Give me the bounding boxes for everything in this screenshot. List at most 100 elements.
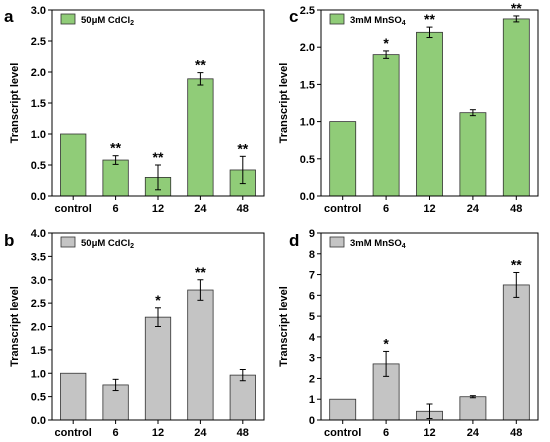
y-tick-label: 2 <box>309 373 315 385</box>
x-tick-label: 6 <box>383 203 389 215</box>
legend-subscript: 4 <box>402 243 406 250</box>
significance-marker: ** <box>237 140 248 156</box>
y-tick-label: 1.0 <box>300 117 315 129</box>
bar <box>459 112 487 197</box>
y-tick-label: 2.0 <box>31 322 46 334</box>
panel-letter: b <box>4 231 14 250</box>
y-tick-label: 1.5 <box>300 79 315 91</box>
bar <box>329 121 357 197</box>
plot-frame <box>320 9 539 197</box>
legend-swatch <box>60 13 76 25</box>
chart-panel-b: b Transcript level 0.0 0.5 1.0 1.5 2.0 2.5 3.0 3.… <box>4 228 265 439</box>
x-tick-label: 6 <box>113 427 119 439</box>
x-tick-label: 48 <box>510 203 522 215</box>
y-tick-label: 3 <box>309 353 315 365</box>
x-tick-label: control <box>324 427 361 439</box>
y-tick-label: 1.5 <box>31 345 46 357</box>
y-tick-label: 0.5 <box>31 160 46 172</box>
y-tick-label: 5 <box>309 311 315 323</box>
x-tick-label: 24 <box>194 203 207 215</box>
y-tick-label: 8 <box>309 249 315 261</box>
y-tick-label: 0.0 <box>31 191 46 203</box>
y-tick-label: 2.0 <box>300 42 315 54</box>
y-axis-label: Transcript level <box>9 286 21 367</box>
significance-marker: ** <box>195 264 206 280</box>
x-tick-label: 6 <box>383 427 389 439</box>
x-tick-label: 12 <box>152 427 164 439</box>
x-tick-label: 48 <box>237 427 249 439</box>
plot-frame <box>320 232 539 421</box>
x-tick-label: 24 <box>194 427 207 439</box>
bar <box>102 159 129 197</box>
y-tick-label: 3.0 <box>31 5 46 17</box>
significance-marker: ** <box>511 256 522 272</box>
y-tick-label: 2.5 <box>300 5 315 17</box>
y-tick-label: 0.0 <box>31 415 46 427</box>
x-tick-label: 6 <box>113 203 119 215</box>
bar <box>502 18 530 197</box>
legend-swatch <box>60 236 76 248</box>
y-tick-label: 0.5 <box>300 154 315 166</box>
legend-label: 3mM MnSO4 <box>350 238 406 250</box>
bar <box>459 396 487 421</box>
y-axis-label: Transcript level <box>278 63 290 144</box>
significance-marker: ** <box>195 57 206 73</box>
legend-subscript: 2 <box>130 20 134 27</box>
x-tick-label: 12 <box>152 203 164 215</box>
significance-marker: ** <box>424 11 435 27</box>
legend-subscript: 2 <box>130 243 134 250</box>
significance-marker: * <box>155 292 161 308</box>
y-tick-label: 2.5 <box>31 298 46 310</box>
y-tick-label: 0.0 <box>300 191 315 203</box>
y-tick-label: 4.0 <box>31 228 46 240</box>
y-tick-label: 3.5 <box>31 251 46 263</box>
y-tick-label: 1.5 <box>31 98 46 110</box>
y-tick-label: 9 <box>309 228 315 240</box>
x-tick-label: 48 <box>510 427 522 439</box>
y-tick-label: 2.0 <box>31 67 46 79</box>
significance-marker: ** <box>110 140 121 156</box>
x-tick-label: 24 <box>467 203 480 215</box>
y-tick-label: 2.5 <box>31 36 46 48</box>
chart-panel-a: a Transcript level 0.0 0.5 1.0 1.5 2.0 2.5 3.0 co… <box>4 5 265 215</box>
x-tick-label: 48 <box>237 203 249 215</box>
y-axis-label: Transcript level <box>9 63 21 144</box>
legend-label: 3mM MnSO4 <box>350 15 406 27</box>
significance-marker: ** <box>511 0 522 16</box>
legend-swatch <box>329 13 345 25</box>
y-tick-label: 4 <box>309 332 316 344</box>
bar <box>416 31 443 197</box>
y-tick-label: 1.0 <box>31 129 46 141</box>
bar <box>329 398 357 421</box>
legend-subscript: 4 <box>402 20 406 27</box>
bar <box>187 289 214 421</box>
y-tick-label: 1.0 <box>31 368 46 380</box>
y-tick-label: 1 <box>309 394 315 406</box>
legend-swatch <box>329 236 345 248</box>
y-axis-label: Transcript level <box>278 286 290 367</box>
plot-frame <box>51 232 265 421</box>
y-tick-label: 3.0 <box>31 275 46 287</box>
x-tick-label: 12 <box>423 427 435 439</box>
panel-letter: c <box>289 7 298 26</box>
x-tick-label: control <box>55 203 92 215</box>
y-tick-label: 0 <box>309 415 315 427</box>
significance-marker: ** <box>153 149 164 165</box>
significance-marker: * <box>383 335 389 351</box>
panel-letter: a <box>4 7 14 26</box>
bar <box>187 78 214 197</box>
significance-marker: * <box>383 35 389 51</box>
bar <box>502 284 530 421</box>
bar <box>60 372 87 421</box>
chart-panel-c: c Transcript level 0.0 0.5 1.0 1.5 2.0 2.5 contr… <box>278 0 539 215</box>
y-tick-label: 0.5 <box>31 392 46 404</box>
y-tick-label: 7 <box>309 270 315 282</box>
x-tick-label: 12 <box>423 203 435 215</box>
bar <box>60 133 87 197</box>
bar <box>372 54 400 197</box>
y-tick-label: 6 <box>309 290 315 302</box>
x-tick-label: 24 <box>467 427 480 439</box>
x-tick-label: control <box>55 427 92 439</box>
